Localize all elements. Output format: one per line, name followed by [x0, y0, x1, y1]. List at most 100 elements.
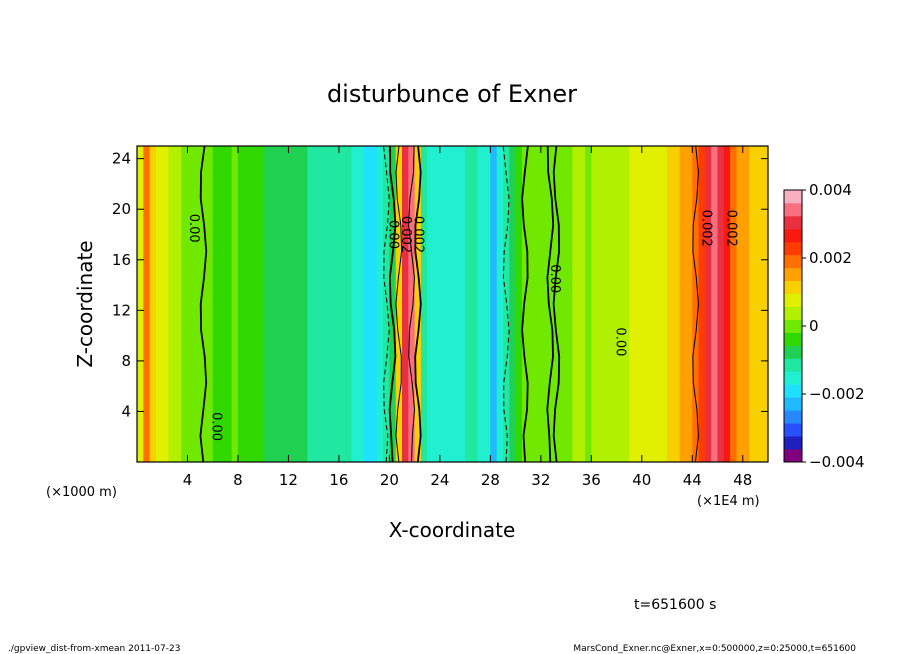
heatmap-column	[364, 146, 372, 462]
heatmap-column	[484, 146, 491, 462]
heatmap-column	[395, 146, 403, 462]
heatmap-column	[685, 146, 693, 462]
heatmap-column	[181, 146, 189, 462]
heatmap-column	[540, 146, 548, 462]
heatmap-column	[402, 146, 409, 462]
heatmap-column	[515, 146, 523, 462]
heatmap-column	[319, 146, 327, 462]
heatmap-column	[749, 146, 756, 462]
heatmap-column	[591, 146, 599, 462]
heatmap-column	[237, 146, 245, 462]
heatmap-column	[717, 146, 725, 462]
heatmap-column	[193, 146, 201, 462]
heatmap-column	[225, 146, 233, 462]
colorbar-segment	[784, 410, 802, 424]
heatmap-column	[294, 146, 302, 462]
heatmap-column	[301, 146, 308, 462]
x-unit-right: (×1E4 m)	[697, 494, 760, 509]
heatmap-column	[137, 146, 144, 462]
heatmap-column	[269, 146, 277, 462]
x-tick-label: 32	[531, 471, 550, 489]
x-tick-label: 24	[430, 471, 449, 489]
heatmap-column	[446, 146, 454, 462]
time-label: t=651600 s	[634, 597, 716, 613]
heatmap-column	[477, 146, 485, 462]
contour-line	[521, 146, 529, 462]
footer-right: MarsCond_Exner.nc@Exner,x=0:500000,z=0:2…	[573, 644, 856, 654]
heatmap-column	[155, 146, 163, 462]
heatmap-column	[275, 146, 283, 462]
heatmap-column	[660, 146, 668, 462]
contour-label: 0.00	[209, 412, 224, 441]
heatmap-column	[673, 146, 681, 462]
heatmap-column	[307, 146, 315, 462]
chart-title: disturbunce of Exner	[327, 80, 577, 108]
heatmap-column	[622, 146, 630, 462]
heatmap-column	[742, 146, 750, 462]
heatmap-column	[471, 146, 479, 462]
heatmap-column	[667, 146, 674, 462]
y-tick-label: 4	[121, 402, 131, 420]
heatmap-column	[597, 146, 605, 462]
y-tick-label: 8	[121, 352, 131, 370]
colorbar-label: −0.002	[809, 385, 865, 403]
y-axis-label: Z-coordinate	[73, 240, 97, 367]
heatmap-column	[256, 146, 264, 462]
colorbar-segment	[784, 280, 802, 295]
colorbar-segment	[784, 397, 802, 411]
heatmap-column	[566, 146, 573, 462]
heatmap-column	[490, 146, 498, 462]
x-tick-label: 28	[481, 471, 500, 489]
colorbar-segment	[784, 254, 802, 269]
contour-line	[395, 146, 403, 462]
colorbar-segment	[784, 215, 802, 230]
colorbar-segment	[784, 190, 802, 204]
heatmap-column	[578, 146, 586, 462]
heatmap-column	[219, 146, 226, 462]
colorbar-label: 0.004	[809, 181, 852, 199]
heatmap-column	[553, 146, 561, 462]
x-tick-label: 12	[279, 471, 298, 489]
colorbar-segment	[784, 332, 802, 346]
heatmap-column	[357, 146, 365, 462]
heatmap-column	[755, 146, 763, 462]
heatmap-column	[389, 146, 397, 462]
x-axis: 4 8 12 16 20 24 28 32 36 40 44 48	[183, 146, 752, 489]
contour-label: 0.002	[398, 216, 413, 253]
colorbar-segment	[784, 202, 802, 217]
colorbar-segment	[784, 228, 802, 243]
heatmap-column	[711, 146, 719, 462]
colorbar-segment	[784, 345, 802, 359]
colorbar-segment	[784, 371, 802, 385]
colorbar-segment	[784, 306, 802, 320]
x-axis-label: X-coordinate	[389, 518, 516, 542]
colorbar-label: 0.002	[809, 249, 852, 267]
heatmap-column	[692, 146, 700, 462]
x-tick-label: 20	[380, 471, 399, 489]
heatmap-column	[616, 146, 624, 462]
contour-line	[383, 146, 390, 462]
y-tick-label: 12	[112, 301, 131, 319]
heatmap-column	[698, 146, 706, 462]
heatmap-column	[439, 146, 447, 462]
heatmap-column	[231, 146, 239, 462]
heatmap-column	[704, 146, 712, 462]
heatmap-column	[288, 146, 296, 462]
heatmap-column	[200, 146, 208, 462]
contour-line	[388, 146, 397, 462]
y-tick-label: 16	[112, 251, 131, 269]
colorbar-segment	[784, 384, 802, 398]
colorbar-label: 0	[809, 317, 819, 335]
heatmap-column	[641, 146, 649, 462]
heatmap-column	[648, 146, 656, 462]
x-tick-label: 44	[683, 471, 702, 489]
colorbar-segment	[784, 319, 802, 333]
colorbar-segment	[784, 449, 802, 463]
heatmap-column	[370, 146, 378, 462]
x-tick-label: 48	[733, 471, 752, 489]
contour-line	[414, 146, 422, 462]
y-tick-label: 20	[112, 200, 131, 218]
heatmap-column	[282, 146, 290, 462]
x-tick-label: 16	[329, 471, 348, 489]
heatmap-column	[212, 146, 220, 462]
